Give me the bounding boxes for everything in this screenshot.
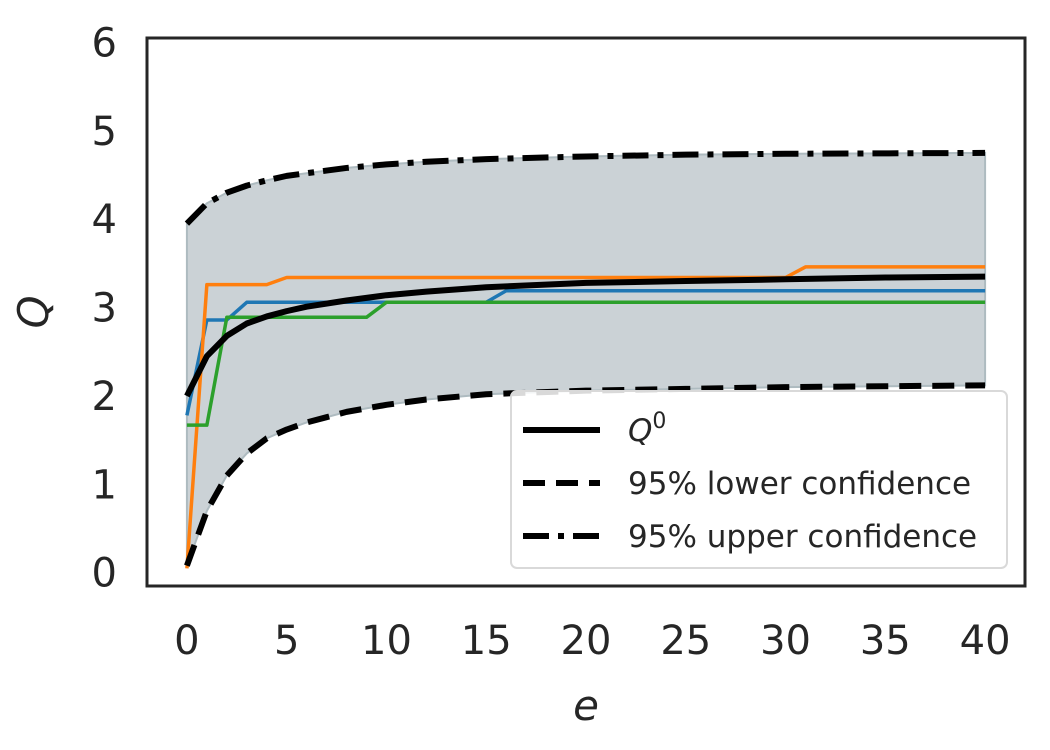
legend-item-q0: Q0: [523, 409, 666, 449]
x-tick-labels: 0 5 10 15 20 25 30 35 40: [174, 618, 1010, 664]
sample-line-orange: [185, 265, 986, 569]
y-tick-label: 4: [92, 197, 117, 243]
legend-label: 95% lower confidence: [628, 466, 971, 502]
x-tick-label: 35: [860, 618, 911, 664]
q0-line: [184, 273, 986, 398]
legend-box: [510, 390, 1008, 569]
legend-label: Q0: [628, 409, 666, 449]
y-tick-label: 0: [92, 551, 117, 597]
legend-item-lower: 95% lower confidence: [523, 466, 971, 502]
legend-label: 95% upper confidence: [628, 519, 977, 555]
y-axis-label: Q: [9, 295, 58, 328]
y-tick-label: 5: [92, 109, 117, 155]
x-tick-label: 5: [274, 618, 299, 664]
plot-frame: [145, 36, 1027, 588]
series-layer: [184, 149, 986, 569]
lower-confidence-line: [184, 382, 986, 567]
x-tick-label: 25: [660, 618, 711, 664]
x-tick-label: 10: [361, 618, 412, 664]
legend-items: Q0 95% lower confidence 95% upper confiden…: [523, 409, 977, 555]
sample-line-green: [186, 300, 986, 427]
y-tick-label: 3: [92, 286, 117, 332]
legend-item-upper: 95% upper confidence: [523, 519, 977, 555]
sample-line-blue: [185, 289, 986, 416]
y-tick-label: 6: [92, 20, 117, 66]
x-tick-label: 15: [461, 618, 512, 664]
x-axis-label: e: [573, 681, 599, 730]
upper-confidence-line: [184, 149, 986, 226]
x-tick-label: 30: [760, 618, 811, 664]
x-tick-label: 0: [174, 618, 199, 664]
legend: Q0 95% lower confidence 95% upper confiden…: [510, 390, 1008, 569]
y-tick-label: 2: [92, 374, 117, 420]
x-tick-label: 20: [561, 618, 612, 664]
y-tick-label: 1: [92, 462, 117, 508]
y-tick-labels: 0 1 2 3 4 5 6: [92, 20, 117, 596]
x-tick-label: 40: [960, 618, 1011, 664]
